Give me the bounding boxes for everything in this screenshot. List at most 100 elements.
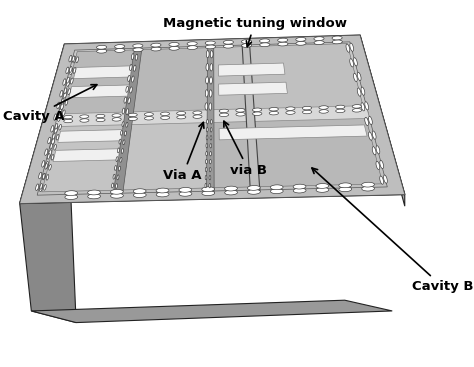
Polygon shape <box>60 48 212 119</box>
Ellipse shape <box>135 54 138 60</box>
Ellipse shape <box>63 79 66 85</box>
Polygon shape <box>207 46 214 193</box>
Ellipse shape <box>161 116 170 119</box>
Ellipse shape <box>48 137 51 144</box>
Ellipse shape <box>223 40 234 44</box>
Ellipse shape <box>219 109 228 113</box>
Ellipse shape <box>210 135 212 140</box>
Ellipse shape <box>207 120 208 124</box>
Ellipse shape <box>132 76 134 82</box>
Ellipse shape <box>206 51 209 58</box>
Ellipse shape <box>124 131 127 136</box>
Ellipse shape <box>46 175 49 180</box>
Ellipse shape <box>156 188 169 193</box>
Ellipse shape <box>247 185 260 190</box>
Ellipse shape <box>369 116 372 125</box>
Ellipse shape <box>156 192 169 197</box>
Ellipse shape <box>123 140 125 145</box>
Ellipse shape <box>383 175 387 183</box>
Ellipse shape <box>177 116 186 119</box>
Ellipse shape <box>354 73 357 81</box>
Ellipse shape <box>65 99 68 105</box>
Ellipse shape <box>205 41 215 45</box>
Ellipse shape <box>133 193 146 197</box>
Ellipse shape <box>50 143 53 149</box>
Ellipse shape <box>59 109 61 115</box>
Ellipse shape <box>115 166 117 170</box>
Ellipse shape <box>210 152 211 156</box>
Ellipse shape <box>116 184 118 189</box>
Ellipse shape <box>202 187 215 192</box>
Polygon shape <box>42 118 212 192</box>
Ellipse shape <box>210 128 212 132</box>
Ellipse shape <box>145 117 154 120</box>
Ellipse shape <box>131 54 134 60</box>
Ellipse shape <box>193 111 202 115</box>
Ellipse shape <box>128 75 130 81</box>
Ellipse shape <box>286 111 295 115</box>
Ellipse shape <box>133 44 143 48</box>
Ellipse shape <box>314 37 324 41</box>
Ellipse shape <box>46 161 48 168</box>
Ellipse shape <box>296 41 306 45</box>
Ellipse shape <box>39 172 42 179</box>
Ellipse shape <box>270 185 283 190</box>
Polygon shape <box>31 300 392 323</box>
Ellipse shape <box>380 160 383 168</box>
Ellipse shape <box>179 192 192 196</box>
Ellipse shape <box>253 112 262 116</box>
Ellipse shape <box>278 42 288 46</box>
Ellipse shape <box>120 130 122 135</box>
Ellipse shape <box>122 121 124 127</box>
Ellipse shape <box>209 184 210 188</box>
Ellipse shape <box>236 113 245 116</box>
Ellipse shape <box>151 43 161 47</box>
Ellipse shape <box>60 90 63 97</box>
Ellipse shape <box>269 112 279 115</box>
Ellipse shape <box>118 148 119 153</box>
Ellipse shape <box>269 108 278 111</box>
Ellipse shape <box>122 108 125 114</box>
Ellipse shape <box>112 118 121 121</box>
Ellipse shape <box>339 187 352 192</box>
Ellipse shape <box>65 195 78 200</box>
Ellipse shape <box>346 44 350 52</box>
Ellipse shape <box>361 103 365 111</box>
Polygon shape <box>55 106 370 127</box>
Ellipse shape <box>61 98 64 104</box>
Polygon shape <box>73 66 132 79</box>
Ellipse shape <box>112 114 121 117</box>
Ellipse shape <box>126 109 128 115</box>
Ellipse shape <box>210 63 213 71</box>
Ellipse shape <box>40 184 42 189</box>
Ellipse shape <box>151 47 161 51</box>
Ellipse shape <box>80 115 89 118</box>
Ellipse shape <box>44 185 46 190</box>
Ellipse shape <box>64 88 67 94</box>
Ellipse shape <box>121 149 123 153</box>
Ellipse shape <box>205 90 208 97</box>
Ellipse shape <box>52 138 55 145</box>
Ellipse shape <box>332 36 342 40</box>
Polygon shape <box>20 35 405 203</box>
Ellipse shape <box>210 167 211 172</box>
Ellipse shape <box>67 80 70 86</box>
Ellipse shape <box>225 186 237 191</box>
Ellipse shape <box>126 86 128 92</box>
Ellipse shape <box>352 105 362 108</box>
Ellipse shape <box>110 189 123 194</box>
Ellipse shape <box>206 135 208 140</box>
Ellipse shape <box>58 115 61 121</box>
Ellipse shape <box>179 188 192 192</box>
Ellipse shape <box>133 48 143 52</box>
Ellipse shape <box>124 97 127 103</box>
Text: Cavity B: Cavity B <box>312 168 474 293</box>
Ellipse shape <box>145 113 154 116</box>
Ellipse shape <box>362 182 374 187</box>
Ellipse shape <box>55 127 57 133</box>
Ellipse shape <box>73 57 76 63</box>
Ellipse shape <box>354 58 357 66</box>
Ellipse shape <box>69 66 72 72</box>
Ellipse shape <box>376 161 380 170</box>
Ellipse shape <box>319 106 328 109</box>
